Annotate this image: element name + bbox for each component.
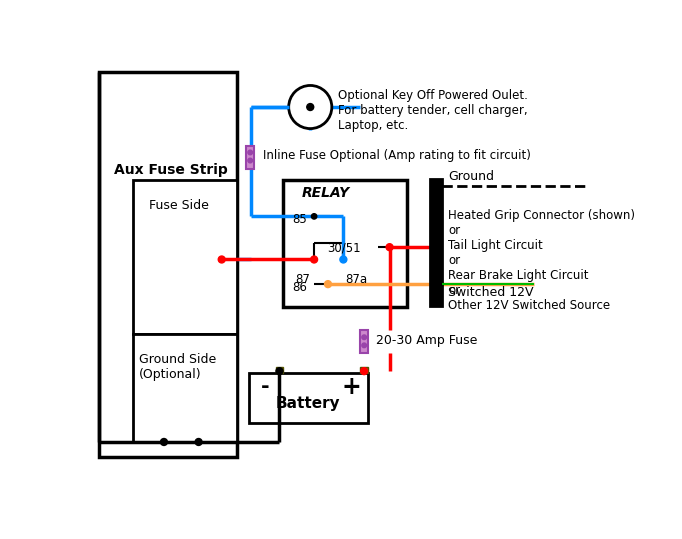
Circle shape [340,256,347,263]
Circle shape [218,256,225,263]
Circle shape [325,281,331,288]
Bar [246,146,254,169]
Bar [276,367,283,372]
Text: 87: 87 [295,273,310,286]
Text: Aux Fuse Strip: Aux Fuse Strip [114,163,228,177]
Bar [249,372,368,423]
Text: -: - [261,377,270,397]
Bar [430,178,442,306]
Bar [283,180,406,307]
Bar [360,367,368,372]
Circle shape [362,335,366,340]
Text: 20-30 Amp Fuse: 20-30 Amp Fuse [376,334,477,347]
Text: RELAY: RELAY [301,186,350,201]
Bar [98,72,237,458]
Text: 85: 85 [293,213,308,226]
Circle shape [362,343,366,348]
Text: 86: 86 [293,281,308,294]
Bar [133,334,237,442]
Text: Ground: Ground [448,170,494,183]
Text: Optional Key Off Powered Oulet.
For battery tender, cell charger,
Laptop, etc.: Optional Key Off Powered Oulet. For batt… [338,89,528,132]
Circle shape [248,150,252,155]
Circle shape [160,439,167,445]
Circle shape [248,158,252,163]
Bar [360,330,368,354]
Text: Ground Side
(Optional): Ground Side (Optional) [139,354,217,382]
Text: Battery: Battery [276,396,340,411]
Circle shape [310,256,318,263]
Circle shape [361,368,368,375]
Circle shape [307,103,314,110]
Text: 87a: 87a [345,273,367,286]
Bar [133,180,237,334]
Text: Inline Fuse Optional (Amp rating to fit circuit): Inline Fuse Optional (Amp rating to fit … [263,149,531,162]
Circle shape [386,244,393,251]
Circle shape [312,213,317,219]
Text: Heated Grip Connector (shown)
or
Tail Light Circuit
or
Rear Brake Light Circuit
: Heated Grip Connector (shown) or Tail Li… [448,210,635,313]
Circle shape [195,439,202,445]
Text: Fuse Side: Fuse Side [149,199,209,212]
Text: +: + [341,375,361,398]
Circle shape [276,368,283,375]
Circle shape [288,86,332,129]
Text: 30/51: 30/51 [327,241,360,254]
Text: Switched 12V: Switched 12V [448,286,533,299]
